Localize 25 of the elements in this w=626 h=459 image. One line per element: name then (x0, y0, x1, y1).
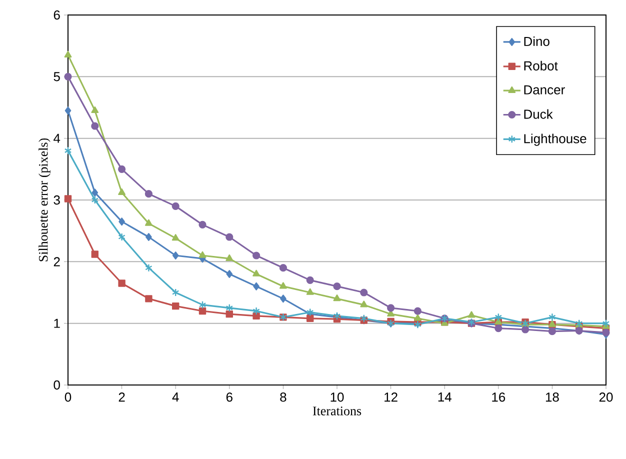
y-tick-label: 3 (54, 195, 60, 205)
legend-label: Lighthouse (524, 134, 586, 146)
legend-label: Robot (524, 60, 558, 70)
x-tick-label: 18 (546, 392, 559, 402)
y-tick-label: 4 (54, 134, 60, 143)
x-tick-label: 12 (384, 392, 398, 402)
y-tick-label: 2 (54, 257, 60, 266)
x-axis-title: Iterations (312, 406, 362, 416)
x-tick-label: 0 (64, 392, 72, 402)
legend-label: Dancer (524, 85, 565, 94)
x-tick-label: 2 (118, 392, 125, 402)
x-tick-label: 8 (280, 392, 286, 402)
x-tick-label: 6 (226, 392, 232, 402)
y-tick-label: 0 (54, 380, 60, 390)
legend-label: Dino (524, 36, 550, 46)
y-tick-label: 5 (54, 72, 60, 82)
y-tick-label: 6 (54, 10, 60, 20)
y-axis-title: Silhouette error (pixels) (38, 138, 50, 262)
legend-label: Duck (524, 109, 553, 119)
x-tick-label: 16 (492, 392, 506, 402)
x-tick-label: 10 (330, 392, 344, 402)
y-tick-label: 1 (54, 318, 60, 328)
x-tick-label: 4 (172, 392, 179, 402)
x-tick-label: 14 (438, 392, 452, 402)
x-tick-label: 20 (599, 392, 613, 402)
